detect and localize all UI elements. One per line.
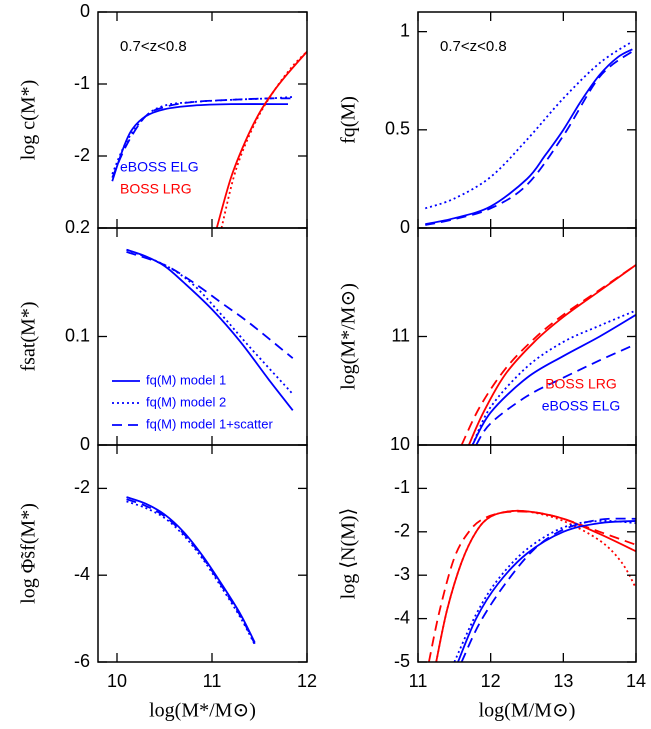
annotation: 0.7<z<0.8 — [440, 38, 507, 55]
curve — [435, 509, 636, 662]
curve — [126, 498, 256, 645]
y-tick-label: -2 — [394, 521, 410, 541]
y-axis-label: log c(M*) — [18, 80, 40, 161]
plot-area — [460, 264, 636, 445]
x-tick-label: 13 — [553, 671, 573, 691]
plot-area — [111, 50, 307, 228]
y-tick-label: 0 — [80, 434, 90, 454]
y-tick-label: -4 — [74, 564, 90, 584]
curve — [126, 251, 294, 359]
legend-label: BOSS LRG — [120, 181, 192, 197]
y-tick-label: 0 — [400, 217, 410, 237]
curve — [126, 500, 256, 646]
x-tick-label: 11 — [409, 671, 428, 691]
x-axis-label: log(M/M⊙) — [479, 700, 576, 722]
annotation: 0.7<z<0.8 — [120, 38, 187, 55]
legend-label: eBOSS ELG — [120, 159, 199, 175]
axes-frame — [417, 444, 637, 663]
curve — [425, 48, 633, 225]
curve — [453, 519, 636, 662]
legend-label: fq(M) model 1+scatter — [146, 416, 273, 431]
plot-area — [428, 509, 636, 662]
y-axis-label: fq(M) — [338, 96, 360, 144]
curve — [471, 314, 636, 445]
x-tick-label: 14 — [626, 671, 646, 691]
legend-label: fq(M) model 1 — [146, 372, 226, 387]
y-tick-label: 10 — [390, 434, 410, 454]
y-axis-label: fsat(M*) — [18, 302, 40, 372]
axes-frame — [97, 444, 308, 663]
curve — [126, 496, 256, 643]
x-axis-label: log(M*/M⊙) — [149, 700, 256, 722]
curve — [428, 510, 636, 662]
legend-label: eBOSS ELG — [542, 398, 621, 414]
y-axis-label: log Φ̃sf(M*) — [18, 503, 40, 604]
x-tick-label: 11 — [203, 671, 222, 691]
curve — [460, 264, 636, 445]
curve — [460, 517, 636, 662]
curve — [126, 248, 294, 395]
y-tick-label: -4 — [394, 607, 410, 627]
y-tick-label: 11 — [391, 325, 410, 345]
curve — [457, 520, 636, 662]
y-tick-label: -1 — [394, 477, 410, 497]
curve — [425, 50, 633, 226]
y-tick-label: -3 — [394, 564, 410, 584]
plot-area — [424, 40, 633, 226]
y-tick-label: 0 — [80, 1, 90, 21]
y-tick-label: -6 — [74, 651, 90, 671]
plot-area — [126, 248, 294, 411]
y-tick-label: 0.5 — [385, 119, 410, 139]
axes-frame — [97, 227, 308, 446]
curve — [220, 50, 307, 228]
y-tick-label: -1 — [74, 73, 90, 93]
y-tick-label: 1 — [400, 20, 410, 40]
y-tick-label: 0.2 — [65, 217, 90, 237]
curve — [111, 97, 293, 178]
legend-label: BOSS LRG — [545, 376, 617, 392]
y-tick-label: -2 — [74, 477, 90, 497]
y-axis-label: log(M*/M⊙) — [338, 283, 360, 390]
plot-area — [126, 496, 256, 646]
y-tick-label: 0.1 — [65, 325, 90, 345]
y-axis-label: log ⟨N(M)⟩ — [338, 508, 360, 600]
y-tick-label: -2 — [74, 145, 90, 165]
x-tick-label: 12 — [481, 671, 501, 691]
curve — [475, 343, 636, 445]
y-tick-label: -5 — [394, 651, 410, 671]
curve — [424, 40, 633, 210]
legend-label: fq(M) model 2 — [146, 394, 226, 409]
x-tick-label: 12 — [297, 671, 317, 691]
x-tick-label: 10 — [107, 671, 127, 691]
curve — [215, 51, 307, 228]
